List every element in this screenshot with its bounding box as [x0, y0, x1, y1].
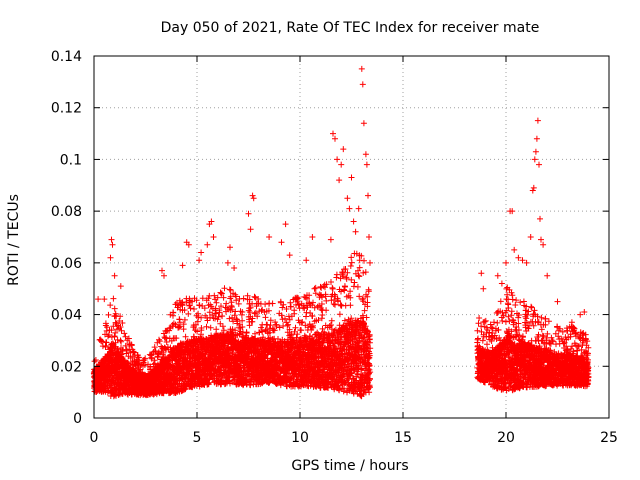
data-point	[119, 320, 126, 326]
data-point	[279, 304, 286, 311]
data-point	[276, 324, 283, 331]
chart-title: Day 050 of 2021, Rate Of TEC Index for r…	[161, 20, 540, 36]
data-point	[114, 346, 121, 353]
data-point	[207, 324, 214, 331]
data-point	[262, 314, 269, 321]
data-point	[213, 299, 220, 306]
data-point	[312, 284, 319, 291]
data-point	[336, 311, 343, 318]
data-point	[113, 392, 119, 399]
data-point	[118, 338, 125, 345]
data-point	[108, 327, 115, 334]
data-point	[116, 318, 123, 324]
data-point	[191, 306, 197, 312]
data-point	[298, 327, 305, 334]
data-point	[329, 285, 336, 292]
data-point	[110, 295, 117, 302]
data-point	[114, 336, 121, 343]
data-point	[342, 283, 348, 290]
data-point	[112, 329, 119, 336]
data-point	[122, 333, 129, 340]
data-point	[141, 362, 148, 368]
data-point	[117, 337, 124, 344]
data-point	[91, 358, 98, 365]
data-point	[122, 342, 129, 349]
data-point	[332, 301, 338, 308]
data-point	[105, 311, 112, 318]
data-point	[107, 302, 114, 309]
data-point	[185, 310, 192, 317]
data-point	[105, 333, 111, 340]
data-point	[111, 333, 118, 340]
chart-grid	[94, 56, 609, 418]
data-point	[291, 307, 298, 314]
data-point	[243, 329, 250, 336]
data-point	[217, 289, 224, 296]
data-point	[117, 313, 124, 320]
data-point	[226, 315, 233, 322]
data-point	[131, 349, 137, 356]
data-point	[323, 297, 330, 304]
data-point	[142, 355, 149, 362]
data-point	[287, 299, 294, 306]
data-markers	[90, 65, 592, 400]
data-point	[269, 300, 276, 307]
data-point	[99, 338, 106, 345]
data-point	[333, 271, 340, 278]
data-point	[103, 339, 110, 346]
data-point	[341, 287, 348, 294]
data-point	[295, 302, 302, 309]
data-point	[347, 288, 354, 295]
data-point	[118, 327, 125, 334]
data-point	[128, 342, 135, 349]
data-point	[328, 317, 335, 324]
data-point	[117, 324, 124, 330]
data-point	[121, 330, 128, 337]
data-point	[347, 302, 354, 309]
data-point	[252, 309, 259, 316]
data-point	[173, 335, 180, 342]
data-point	[311, 285, 318, 292]
data-point	[240, 295, 247, 302]
data-point	[110, 323, 117, 330]
data-point	[323, 307, 330, 314]
data-point	[252, 294, 259, 301]
data-point	[203, 323, 210, 330]
data-point	[125, 335, 132, 342]
data-point	[314, 303, 321, 310]
data-point	[111, 305, 118, 312]
